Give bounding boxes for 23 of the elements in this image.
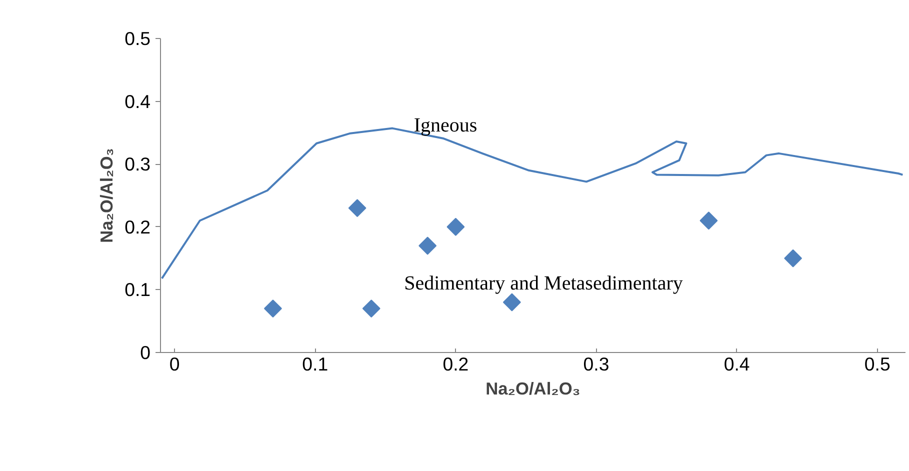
point: [502, 293, 521, 312]
x-tick-label: 0.3: [583, 354, 610, 374]
point: [700, 212, 718, 230]
y-tick-label: 0.4: [124, 90, 151, 112]
point: [418, 236, 437, 255]
y-tick-label: 0.3: [124, 154, 151, 175]
x-tick-label: 0.4: [724, 354, 750, 374]
x-tick-label: 0: [169, 354, 180, 374]
x-tick-label: 0.5: [864, 354, 890, 374]
y-axis-title: Na₂O/Al₂O₃: [96, 148, 117, 243]
annotation: Igneous: [414, 114, 478, 136]
y-tick-label: 0.1: [124, 279, 151, 300]
y-tick-label: 0.2: [124, 216, 151, 238]
point: [362, 300, 380, 318]
y-tick-label: 0.5: [124, 28, 151, 49]
x-tick-label: 0.2: [442, 354, 469, 374]
annotation: Sedimentary and Metasedimentary: [404, 272, 683, 294]
x-axis-title: Na₂O/Al₂O₃: [486, 378, 580, 398]
x-tick-label: 0.1: [302, 354, 328, 374]
point: [264, 300, 282, 318]
point: [348, 199, 366, 218]
point: [446, 218, 465, 236]
point: [784, 249, 802, 268]
